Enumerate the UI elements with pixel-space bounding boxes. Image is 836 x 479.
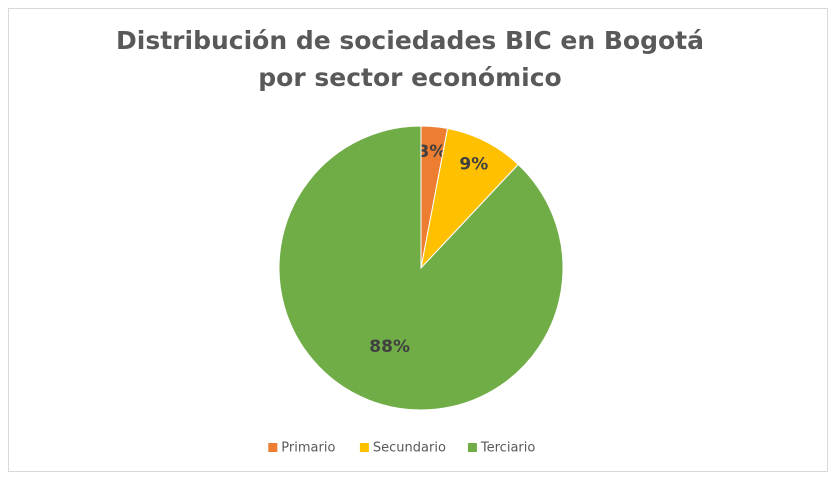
data-label: 9% bbox=[459, 154, 488, 174]
pie-slice bbox=[420, 127, 519, 270]
legend-label: Terciario bbox=[480, 441, 535, 456]
chart-title: Distribución de sociedades BIC en Bogotá… bbox=[116, 26, 704, 92]
legend-label: Secundario bbox=[373, 441, 446, 456]
legend-swatch bbox=[268, 443, 278, 452]
pie-slice bbox=[278, 125, 564, 411]
legend-swatch bbox=[359, 443, 369, 452]
data-label: 88% bbox=[369, 337, 410, 357]
legend-label: Primario bbox=[281, 441, 335, 456]
legend-swatch bbox=[467, 443, 477, 452]
data-label: 3% bbox=[418, 142, 447, 162]
